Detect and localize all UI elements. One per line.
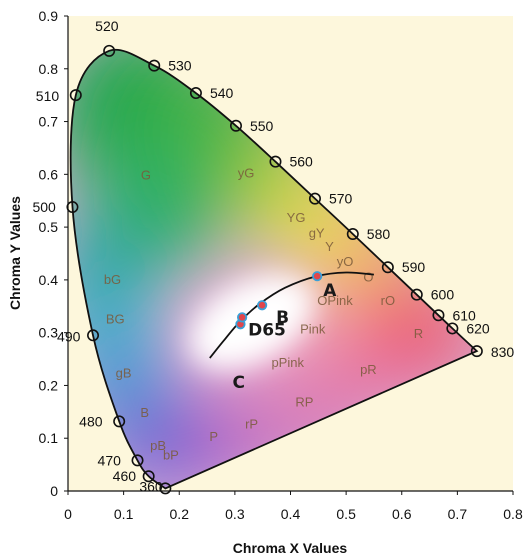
wavelength-label-550: 550 bbox=[250, 118, 274, 134]
region-label-bg: BG bbox=[106, 312, 125, 327]
wavelength-marker-570 bbox=[308, 192, 321, 205]
point-label-d65: D65 bbox=[248, 320, 286, 340]
y-tick-label: 0.3 bbox=[39, 325, 59, 341]
wavelength-marker-510 bbox=[69, 89, 82, 102]
wavelength-marker-560 bbox=[269, 155, 282, 168]
region-label-rp: rP bbox=[245, 417, 258, 432]
region-label-opink: OPink bbox=[317, 293, 353, 308]
planckian-locus-line bbox=[209, 271, 374, 359]
x-tick-label: 0.1 bbox=[114, 506, 134, 522]
region-label-y: Y bbox=[325, 239, 334, 254]
region-label-g: G bbox=[141, 168, 151, 183]
x-axis-title: Chroma X Values bbox=[233, 540, 348, 556]
x-tick-label: 0.7 bbox=[448, 506, 468, 522]
x-tick-label: 0.5 bbox=[336, 506, 356, 522]
wavelength-label-510: 510 bbox=[36, 88, 60, 104]
x-tick-label: 0.4 bbox=[281, 506, 301, 522]
wavelength-label-460: 460 bbox=[113, 468, 137, 484]
wavelength-label-360: 360 bbox=[139, 478, 163, 494]
wavelength-marker-550 bbox=[229, 119, 242, 132]
region-label-yo: yO bbox=[337, 254, 354, 269]
y-axis-ticks: 0 0.1 0.2 0.3 0.4 0.5 0.6 0.7 0.8 0.9 bbox=[39, 8, 68, 499]
wavelength-label-610: 610 bbox=[452, 307, 476, 323]
region-label-yg: YG bbox=[287, 210, 306, 225]
region-label-rp: RP bbox=[295, 395, 313, 410]
point-marker-d65 bbox=[237, 312, 248, 323]
wavelength-marker-470 bbox=[131, 454, 144, 467]
x-tick-label: 0.3 bbox=[225, 506, 245, 522]
wavelength-marker-620 bbox=[446, 322, 459, 335]
wavelength-marker-580 bbox=[346, 227, 359, 240]
wavelength-marker-490 bbox=[87, 329, 100, 342]
wavelength-marker-540 bbox=[189, 87, 202, 100]
wavelength-label-470: 470 bbox=[98, 452, 122, 468]
region-label-pr: pR bbox=[360, 362, 377, 377]
x-tick-label: 0 bbox=[64, 506, 72, 522]
x-tick-label: 0.6 bbox=[392, 506, 412, 522]
region-label-r: R bbox=[414, 326, 423, 341]
wavelength-label-530: 530 bbox=[168, 58, 192, 74]
wavelength-label-590: 590 bbox=[402, 259, 426, 275]
wavelength-marker-610 bbox=[432, 309, 445, 322]
point-marker-b bbox=[257, 300, 268, 311]
wavelength-label-580: 580 bbox=[367, 226, 391, 242]
y-tick-label: 0.1 bbox=[39, 430, 59, 446]
wavelength-label-490: 490 bbox=[57, 328, 81, 344]
wavelength-label-520: 520 bbox=[95, 18, 119, 34]
point-marker-a bbox=[312, 271, 323, 282]
wavelength-marker-460 bbox=[142, 470, 155, 483]
wavelength-label-830: 830 bbox=[491, 344, 515, 360]
point-label-b: B bbox=[276, 308, 289, 328]
region-label-pink: Pink bbox=[300, 322, 326, 337]
illuminant-points: A B C D65 bbox=[232, 271, 337, 393]
wavelength-marker-600 bbox=[410, 288, 423, 301]
region-label-gb: gB bbox=[116, 366, 132, 381]
wavelength-label-600: 600 bbox=[431, 287, 455, 303]
y-tick-label: 0.5 bbox=[39, 219, 59, 235]
point-label-a: A bbox=[323, 281, 337, 301]
x-tick-label: 0.2 bbox=[170, 506, 190, 522]
wavelength-marker-500 bbox=[66, 201, 79, 214]
region-label-bg: bG bbox=[104, 272, 121, 287]
wavelength-marker-480 bbox=[113, 415, 126, 428]
y-axis-title: Chroma Y Values bbox=[7, 196, 23, 310]
wavelength-label-570: 570 bbox=[329, 191, 353, 207]
region-label-o: O bbox=[363, 269, 373, 284]
wavelength-label-560: 560 bbox=[289, 154, 313, 170]
region-label-p: P bbox=[209, 429, 218, 444]
wavelength-marker-830 bbox=[470, 345, 483, 358]
region-label-yg: yG bbox=[238, 166, 255, 181]
x-axis-ticks: 0 0.1 0.2 0.3 0.4 0.5 0.6 0.7 0.8 bbox=[64, 491, 523, 522]
region-label-gy: gY bbox=[309, 226, 325, 241]
wavelength-marker-360 bbox=[159, 482, 172, 495]
wavelength-label-620: 620 bbox=[466, 320, 490, 336]
y-tick-label: 0.8 bbox=[39, 61, 59, 77]
wavelength-marker-520 bbox=[103, 44, 116, 57]
y-tick-label: 0.6 bbox=[39, 166, 59, 182]
point-label-c: C bbox=[232, 373, 244, 393]
y-tick-label: 0.7 bbox=[39, 114, 59, 130]
region-label-b: B bbox=[140, 405, 149, 420]
y-tick-label: 0.4 bbox=[39, 272, 59, 288]
wavelength-marker-530 bbox=[148, 59, 161, 72]
wavelength-label-500: 500 bbox=[32, 199, 56, 215]
y-tick-label: 0 bbox=[50, 483, 58, 499]
wavelength-label-540: 540 bbox=[210, 85, 234, 101]
region-label-pb: pB bbox=[150, 438, 166, 453]
region-label-bp: bP bbox=[163, 447, 179, 462]
y-tick-label: 0.9 bbox=[39, 8, 59, 24]
wavelength-marker-590 bbox=[381, 261, 394, 274]
x-tick-label: 0.8 bbox=[503, 506, 523, 522]
region-label-ppink: pPink bbox=[271, 355, 304, 370]
y-tick-label: 0.2 bbox=[39, 377, 59, 393]
region-label-ro: rO bbox=[381, 293, 395, 308]
wavelength-label-480: 480 bbox=[79, 413, 103, 429]
